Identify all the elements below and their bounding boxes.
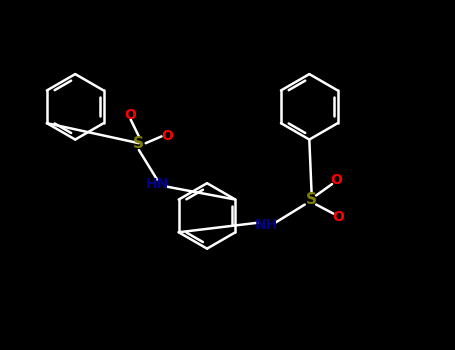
Text: O: O <box>161 130 173 144</box>
Text: S: S <box>133 136 144 151</box>
Text: HN: HN <box>146 177 169 191</box>
Text: O: O <box>331 173 343 187</box>
Text: O: O <box>125 108 136 122</box>
Text: O: O <box>332 210 344 224</box>
Text: NH: NH <box>254 218 278 232</box>
Text: S: S <box>306 193 317 208</box>
